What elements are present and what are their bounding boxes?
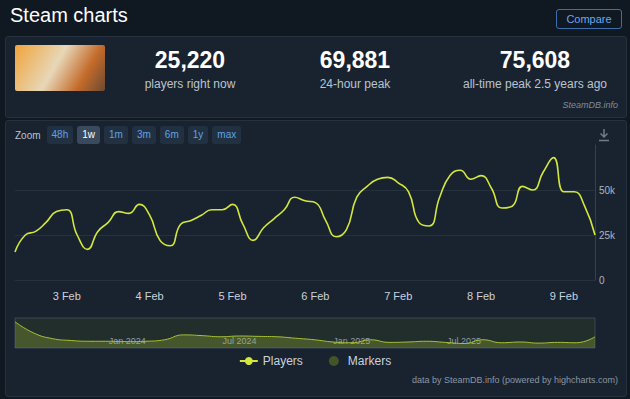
html-text:all-time peak 2.5 years ago: all-time peak 2.5 years ago [463,77,607,91]
svg-text:Players: Players [263,354,303,368]
html-text:Compare: Compare [566,13,612,25]
html-text:data by SteamDB.info (powered: data by SteamDB.info (powered by highcha… [411,375,618,385]
svg-text:50k: 50k [599,185,616,196]
svg-text:Jan 2024: Jan 2024 [108,335,146,346]
html-text:1w: 1w [82,129,95,140]
svg-text:8 Feb: 8 Feb [467,290,495,302]
svg-text:7 Feb: 7 Feb [384,290,412,302]
svg-text:3 Feb: 3 Feb [53,290,81,302]
svg-text:0: 0 [599,275,605,286]
html-text:69,881: 69,881 [319,47,391,73]
html-text:75,608: 75,608 [499,47,571,73]
html-text:48h: 48h [51,129,69,140]
html-text:SteamDB.info: SteamDB.info [562,100,618,110]
svg-text:Markers: Markers [348,354,391,368]
svg-text:6 Feb: 6 Feb [301,290,329,302]
html-text:max: max [217,129,237,140]
html-text:players right now: players right now [144,77,236,91]
svg-text:9 Feb: 9 Feb [550,290,578,302]
html-text:3m: 3m [137,129,151,140]
html-text:1m: 1m [109,129,123,140]
html-text:1y: 1y [192,129,204,140]
html-text:Zoom: Zoom [15,129,41,141]
html-text:25,220: 25,220 [154,47,226,73]
html-text:6m: 6m [164,129,179,140]
html-text:Steam charts: Steam charts [10,4,128,26]
svg-text:5 Feb: 5 Feb [218,290,246,302]
html-text:24-hour peak: 24-hour peak [319,77,391,91]
svg-text:25k: 25k [599,230,616,241]
svg-text:4 Feb: 4 Feb [136,290,164,302]
